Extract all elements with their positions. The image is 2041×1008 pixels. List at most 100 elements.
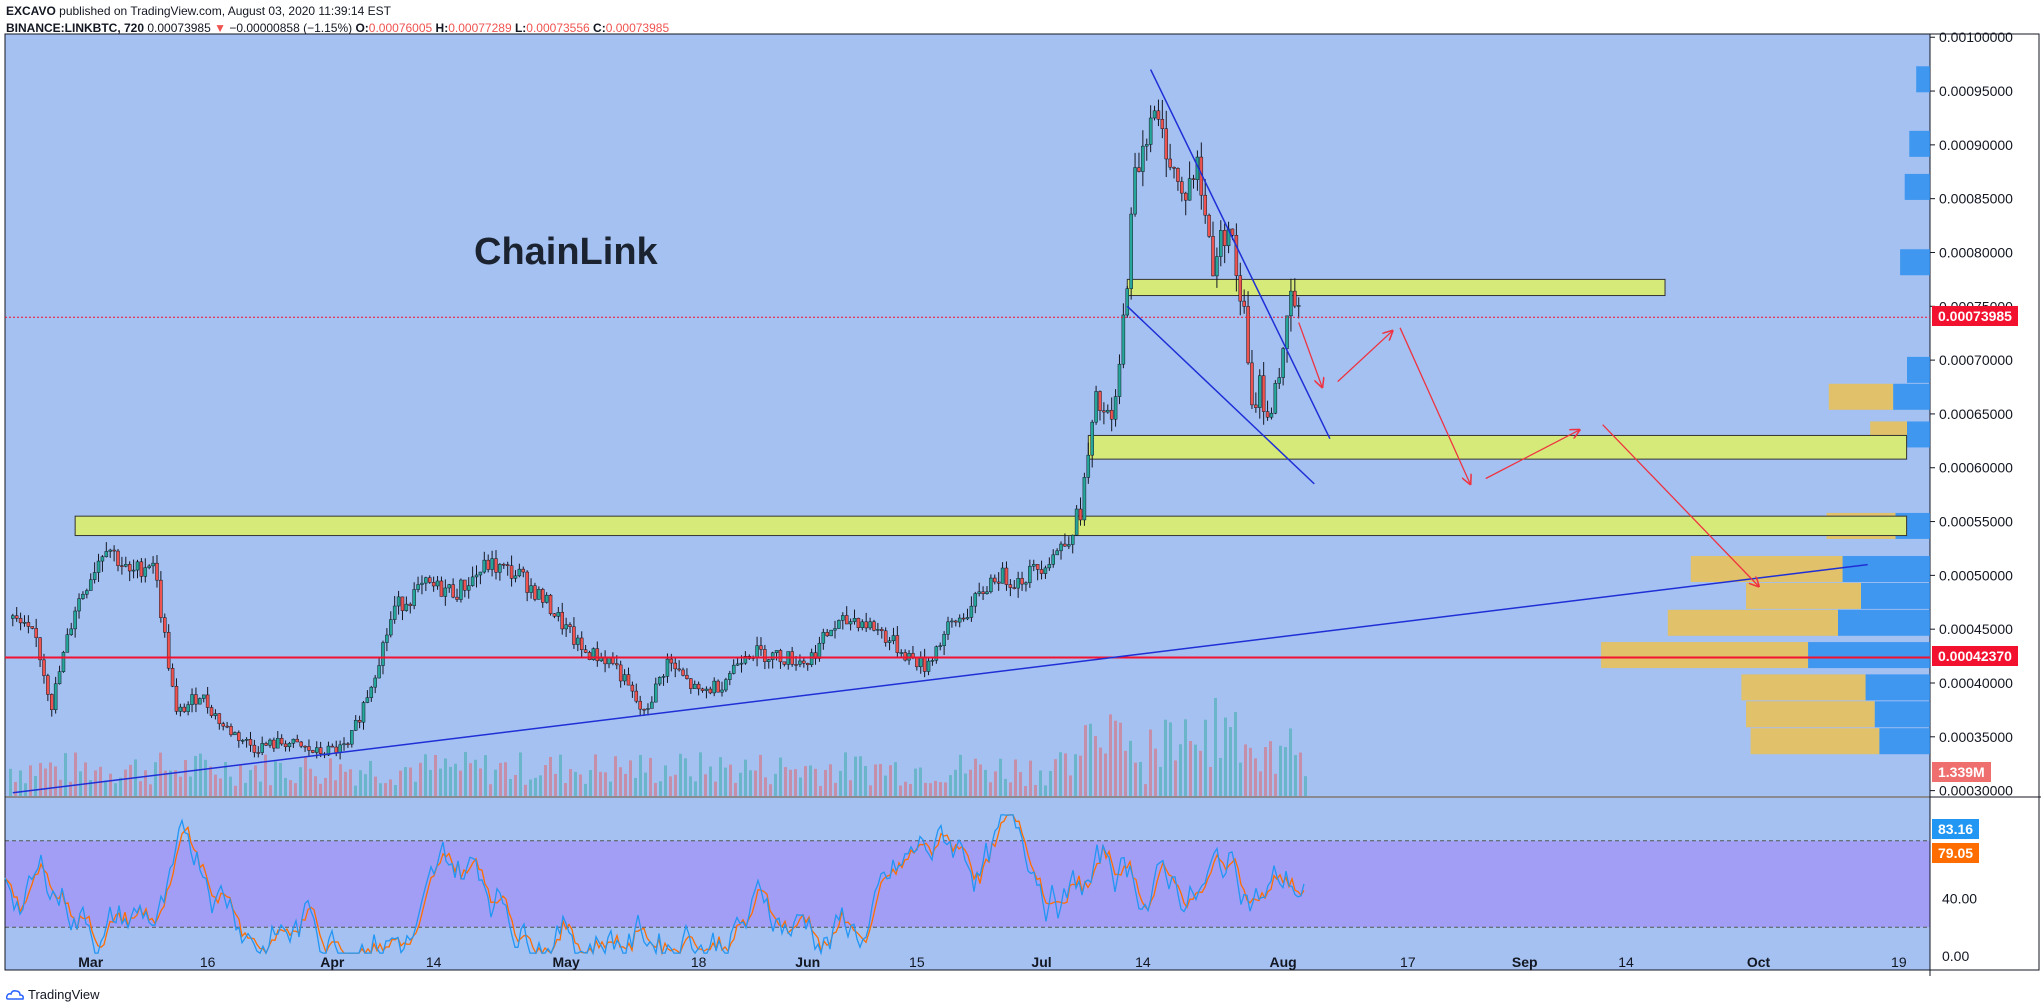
candle-body xyxy=(864,621,868,629)
volume-profile-buy xyxy=(1842,555,1930,582)
candle-body xyxy=(314,747,319,753)
candle xyxy=(650,696,654,709)
price-pane-bg xyxy=(5,34,1930,796)
publisher-name[interactable]: EXCAVO xyxy=(6,4,56,18)
y-tick-label: 0.00030000 xyxy=(1939,783,2013,799)
x-tick-label: Sep xyxy=(1512,954,1538,970)
candle xyxy=(248,731,253,752)
low-label: L: xyxy=(514,21,527,35)
candle-body xyxy=(155,562,159,581)
candle xyxy=(116,548,120,572)
candle-body xyxy=(466,585,471,591)
volume-bar xyxy=(824,769,827,796)
volume-bar xyxy=(719,757,722,796)
candle xyxy=(533,582,537,602)
candle-body xyxy=(677,668,681,671)
candle xyxy=(50,693,54,717)
candle xyxy=(1031,559,1036,572)
candle xyxy=(478,571,483,585)
candle-body xyxy=(1098,391,1102,411)
candle xyxy=(934,645,939,664)
candle-body xyxy=(18,618,23,624)
candle xyxy=(646,703,650,716)
candle-body xyxy=(724,679,728,691)
volume-bar xyxy=(1244,744,1247,796)
candle-body xyxy=(965,617,970,620)
volume-bar xyxy=(269,785,272,796)
candle xyxy=(463,579,467,598)
candle-body xyxy=(57,671,62,685)
candle xyxy=(1024,581,1028,592)
candle-body xyxy=(194,694,198,705)
candle xyxy=(229,723,233,737)
candle xyxy=(92,562,97,584)
volume-bar xyxy=(1119,722,1122,796)
symbol-label[interactable]: BINANCE:LINKBTC, 720 xyxy=(6,21,145,35)
candle xyxy=(431,576,436,592)
volume-bar xyxy=(1019,772,1022,796)
volume-bar xyxy=(109,773,112,796)
candle-body xyxy=(190,694,194,705)
candle xyxy=(443,579,448,606)
candle-body xyxy=(1113,396,1118,420)
volume-bar xyxy=(664,765,667,796)
volume-bar xyxy=(124,769,127,796)
volume-bar xyxy=(1044,785,1047,796)
volume-profile-sell xyxy=(1746,582,1861,609)
high-value: 0.00077289 xyxy=(448,21,512,35)
candle-body xyxy=(852,618,857,622)
candle-body xyxy=(120,565,124,567)
candle xyxy=(30,626,35,630)
candle-body xyxy=(65,634,70,653)
volume-bar xyxy=(309,768,312,796)
volume-profile-buy xyxy=(1907,421,1930,448)
volume-bar xyxy=(1059,752,1062,796)
volume-bar xyxy=(469,763,472,796)
candle-body xyxy=(615,663,619,666)
candle-body xyxy=(770,652,775,660)
candle-body xyxy=(502,563,506,566)
volume-bar xyxy=(264,754,267,796)
candle xyxy=(685,668,689,680)
volume-bar xyxy=(534,777,537,796)
volume-bar xyxy=(839,770,842,796)
volume-profile-buy xyxy=(1808,642,1930,669)
volume-bar xyxy=(319,783,322,796)
candle xyxy=(1012,580,1017,590)
candle-body xyxy=(1090,421,1094,456)
volume-bar xyxy=(1259,771,1262,796)
tradingview-logo[interactable]: TradingView xyxy=(6,987,100,1002)
candle-body xyxy=(166,632,171,669)
candle-body xyxy=(692,683,697,689)
volume-bar xyxy=(299,767,302,796)
candle-body xyxy=(1035,564,1040,570)
candle xyxy=(716,679,720,693)
candle-body xyxy=(821,632,826,644)
candle-body xyxy=(903,652,907,661)
candle xyxy=(1141,130,1145,187)
volume-bar xyxy=(524,784,527,796)
candle xyxy=(170,663,175,688)
candle xyxy=(1016,571,1020,598)
candle-body xyxy=(381,642,385,666)
x-tick-label: 19 xyxy=(1891,954,1907,970)
candle xyxy=(852,609,857,625)
volume-bar xyxy=(1034,784,1037,796)
y-tick-label: 0.00080000 xyxy=(1939,244,2013,260)
candle-body xyxy=(131,569,136,572)
y-tick-label: 0.00035000 xyxy=(1939,729,2013,745)
candle-body xyxy=(837,620,841,629)
volume-bar xyxy=(1014,759,1017,796)
candle xyxy=(1000,562,1005,584)
volume-bar xyxy=(144,770,147,796)
candle-body xyxy=(1187,178,1192,201)
candle-body xyxy=(642,708,646,711)
volume-bar xyxy=(174,770,177,796)
candle-body xyxy=(1160,119,1165,129)
candle-body xyxy=(400,596,405,611)
low-value: 0.00073556 xyxy=(526,21,590,35)
volume-bar xyxy=(934,780,937,796)
candle-body xyxy=(256,752,261,754)
candle-body xyxy=(264,743,268,746)
